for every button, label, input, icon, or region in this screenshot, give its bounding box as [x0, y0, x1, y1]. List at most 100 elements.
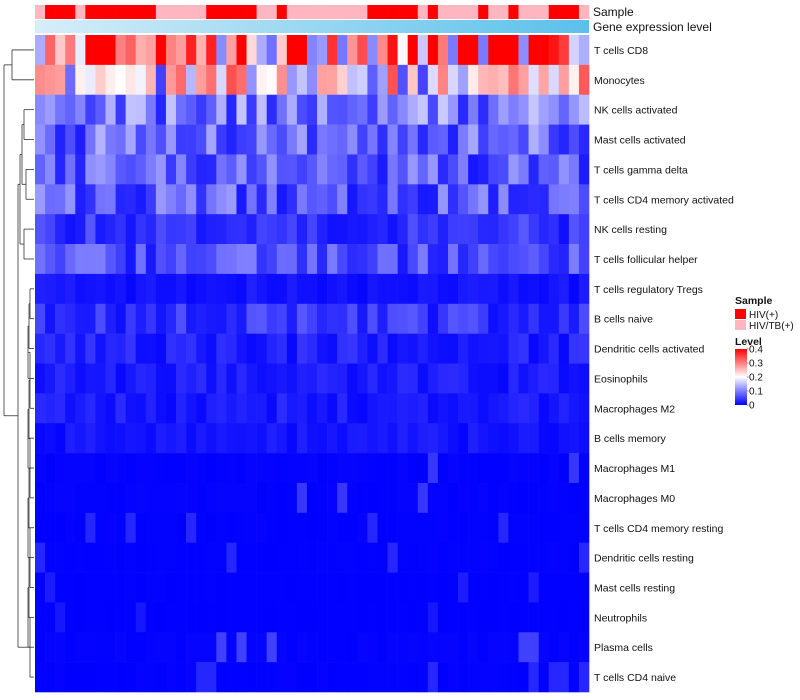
heatmap-cell	[538, 94, 550, 125]
heatmap-cell	[327, 363, 338, 394]
heatmap-cell	[226, 214, 237, 245]
sample-annotation-cell	[347, 5, 358, 19]
heatmap-cell	[347, 184, 358, 215]
sample-annotation-cell	[45, 5, 56, 19]
heatmap-cell	[347, 542, 358, 573]
heatmap-cell	[468, 35, 479, 66]
heatmap-cell	[115, 662, 126, 693]
heatmap-cell	[367, 184, 378, 215]
heatmap-cell	[538, 273, 550, 305]
heatmap-cell	[387, 64, 398, 96]
row-label: T cells follicular helper	[594, 254, 698, 266]
heatmap-cell	[145, 154, 157, 185]
heatmap-cell	[135, 363, 147, 394]
heatmap-cell	[488, 482, 499, 514]
heatmap-cell	[558, 244, 570, 275]
heatmap-cell	[155, 35, 167, 66]
sample-annotation-cell	[437, 5, 449, 19]
row-label: T cells CD4 memory activated	[594, 194, 734, 206]
sample-annotation-label: Sample	[593, 5, 634, 19]
heatmap-cell	[568, 94, 580, 125]
heatmap-cell	[558, 35, 570, 66]
sample-annotation-cell	[568, 5, 580, 19]
heatmap-cell	[176, 453, 187, 484]
legend-label-hiv-tb: HIV/TB(+)	[749, 321, 794, 332]
heatmap-cell	[568, 512, 580, 543]
heatmap-cell	[377, 363, 388, 394]
heatmap-cell	[417, 303, 429, 334]
heatmap-cell	[95, 363, 106, 394]
sample-annotation-cell	[488, 5, 499, 19]
heatmap-cell	[55, 214, 66, 245]
heatmap-cell	[417, 482, 429, 514]
heatmap-cell	[558, 662, 570, 693]
heatmap-cell	[578, 154, 590, 185]
heatmap-cell	[45, 124, 56, 155]
heatmap-cell	[317, 303, 328, 334]
heatmap-cell	[427, 303, 439, 334]
heatmap-cell	[65, 512, 76, 543]
heatmap-cell	[538, 453, 550, 484]
heatmap-cell	[437, 273, 449, 305]
heatmap-cell	[145, 662, 157, 693]
heatmap-cell	[125, 244, 137, 275]
heatmap-cell	[65, 572, 76, 603]
heatmap-cell	[478, 393, 489, 424]
heatmap-cell	[45, 154, 56, 185]
heatmap-cell	[357, 542, 368, 573]
heatmap-cell	[317, 482, 328, 514]
heatmap-cell	[276, 244, 288, 275]
heatmap-cell	[528, 453, 539, 484]
heatmap-cell	[236, 35, 247, 66]
heatmap-cell	[145, 273, 157, 305]
heatmap-cell	[317, 393, 328, 424]
heatmap-cell	[558, 94, 570, 125]
heatmap-cell	[407, 303, 419, 334]
sample-annotation-cell	[286, 5, 298, 19]
row-label: T cells CD4 naive	[594, 672, 676, 684]
heatmap-cell	[85, 124, 96, 155]
heatmap-cell	[145, 572, 157, 603]
heatmap-cell	[246, 35, 257, 66]
heatmap-cell	[417, 184, 429, 215]
heatmap-cell	[558, 303, 570, 334]
heatmap-cell	[95, 393, 106, 424]
heatmap-cell	[165, 363, 177, 394]
heatmap-cell	[397, 244, 408, 275]
heatmap-cell	[427, 482, 439, 514]
heatmap-cell	[397, 363, 408, 394]
heatmap-cell	[548, 572, 560, 603]
heatmap-cell	[357, 363, 368, 394]
heatmap-cell	[306, 124, 318, 155]
heatmap-cell	[85, 303, 96, 334]
heatmap-cell	[135, 94, 147, 125]
heatmap-cell	[538, 303, 550, 334]
heatmap-cell	[75, 662, 86, 693]
heatmap-cell	[266, 154, 278, 185]
heatmap-cell	[437, 572, 449, 603]
heatmap-cell	[246, 662, 257, 693]
sample-legend-title: Sample	[735, 295, 773, 307]
heatmap-cell	[498, 482, 509, 514]
heatmap-cell	[95, 244, 106, 275]
heatmap-cell	[327, 35, 338, 66]
heatmap-cell	[165, 512, 177, 543]
heatmap-cell	[226, 35, 237, 66]
heatmap-cell	[397, 542, 408, 573]
heatmap-cell	[437, 632, 449, 663]
heatmap-cell	[196, 124, 207, 155]
heatmap-cell	[95, 333, 106, 364]
heatmap-cell	[236, 303, 247, 334]
heatmap-cell	[447, 572, 459, 603]
heatmap-cell	[347, 124, 358, 155]
heatmap-cell	[498, 94, 509, 125]
heatmap-cell	[427, 572, 439, 603]
heatmap-cell	[165, 154, 177, 185]
heatmap-cell	[357, 453, 368, 484]
heatmap-cell	[65, 632, 76, 663]
heatmap-cell	[65, 154, 76, 185]
heatmap-cell	[266, 602, 278, 633]
heatmap-cell	[468, 363, 479, 394]
heatmap-cell	[176, 363, 187, 394]
heatmap-cell	[105, 423, 116, 454]
